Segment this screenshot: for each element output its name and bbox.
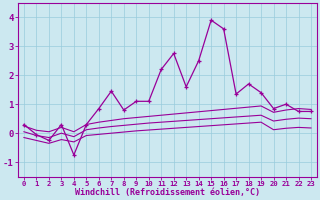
X-axis label: Windchill (Refroidissement éolien,°C): Windchill (Refroidissement éolien,°C): [75, 188, 260, 197]
